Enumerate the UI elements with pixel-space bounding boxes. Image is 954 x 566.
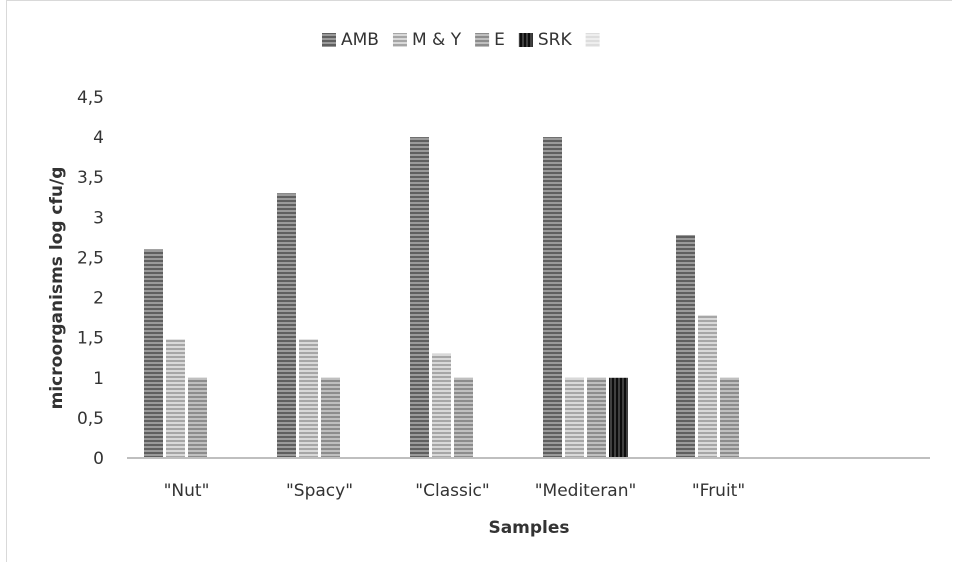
x-category-label: "Fruit" [692,481,745,501]
legend-swatch [392,33,407,47]
bar-amb-2 [410,137,429,458]
y-tick-label: 2,5 [77,248,104,268]
legend-swatch [518,33,533,47]
bar-m-y-2 [432,353,451,458]
legend-label: AMB [341,30,379,50]
bar-e-1 [321,377,340,458]
bar-m-y-1 [299,339,318,458]
bar-e-4 [720,377,739,458]
y-axis-title: microorganisms log cfu/g [47,167,67,410]
bars [144,137,739,458]
legend-swatch [475,33,490,47]
bar-srk-3 [609,377,628,458]
x-category-label: "Nut" [164,481,210,501]
legend-label: E [494,30,505,50]
bar-e-0 [188,377,207,458]
legend: AMB M & Y E SRK [322,30,600,50]
bar-e-3 [587,377,606,458]
x-category-label: "Classic" [415,481,489,501]
x-axis-categories: "Nut" "Spacy" "Classic" "Mediteran" "Fruit" [164,481,746,501]
bar-m-y-4 [698,315,717,458]
y-tick-label: 1 [93,369,104,389]
y-tick-label: 4,5 [77,88,104,108]
bar-e-2 [454,377,473,458]
x-category-label: "Spacy" [286,481,353,501]
bar-amb-4 [676,234,695,458]
y-tick-label: 0,5 [77,409,104,429]
y-tick-label: 3 [93,208,104,228]
legend-swatch [322,33,336,47]
y-tick-label: 4 [93,128,104,148]
y-tick-label: 1,5 [77,329,104,349]
bar-amb-3 [543,137,562,458]
x-axis-title: Samples [488,518,569,538]
legend-label: SRK [538,30,573,50]
y-axis-ticks: 0 0,5 1 1,5 2 2,5 3 3,5 4 4,5 [77,88,104,469]
legend-label: M & Y [412,30,462,50]
bar-m-y-0 [166,339,185,458]
bar-m-y-3 [565,377,584,458]
chart-frame [6,0,952,562]
y-tick-label: 0 [93,449,104,469]
y-tick-label: 2 [93,289,104,309]
y-tick-label: 3,5 [77,168,104,188]
bar-amb-1 [277,193,296,458]
legend-swatch [585,33,600,47]
x-category-label: "Mediteran" [535,481,637,501]
bar-amb-0 [144,249,163,458]
